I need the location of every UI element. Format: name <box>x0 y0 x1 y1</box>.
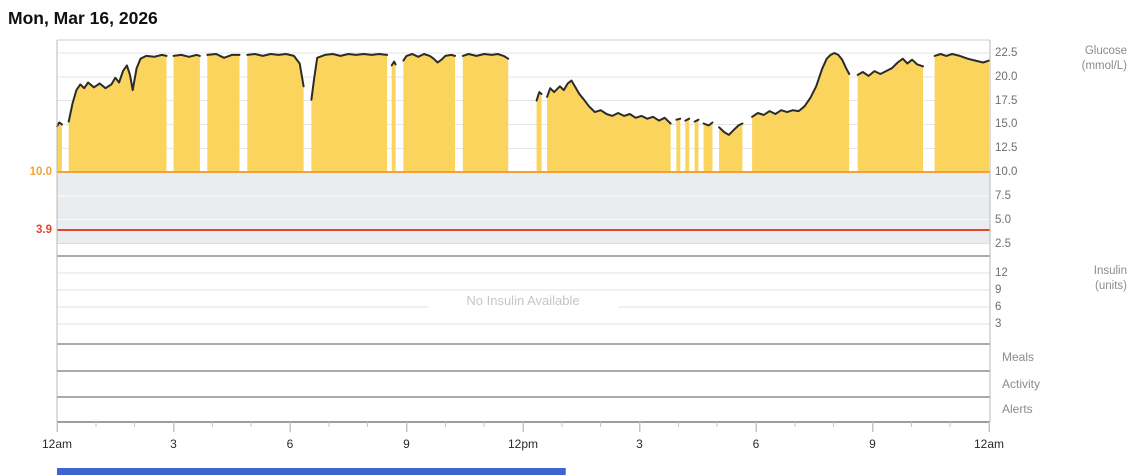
glucose-trace-segment <box>56 121 63 128</box>
glucose-area-segment <box>857 58 923 173</box>
x-axis-tick-label: 9 <box>403 437 410 451</box>
glucose-area-segment <box>703 122 713 173</box>
no-insulin-message: No Insulin Available <box>428 293 618 309</box>
glucose-trace-segment <box>751 52 851 118</box>
glucose-area-segment <box>694 119 699 173</box>
glucose-trace-segment <box>310 53 389 101</box>
glucose-area-segment <box>173 54 200 173</box>
glucose-area-segment <box>676 118 681 173</box>
glucose-area-segment <box>391 61 396 173</box>
page-title: Mon, Mar 16, 2026 <box>8 8 158 28</box>
glucose-area-segment <box>403 54 455 173</box>
glucose-trace-segment <box>718 122 744 136</box>
glucose-area-segment <box>685 118 690 173</box>
glucose-axis-tick-label: 7.5 <box>995 189 1011 202</box>
glucose-axis-tick-label: 5.0 <box>995 213 1011 226</box>
glucose-trace-segment <box>933 53 990 64</box>
glucose-axis-tick-label: 17.5 <box>995 94 1018 107</box>
glucose-trace-segment <box>172 53 201 58</box>
glucose-area-segment <box>719 123 743 173</box>
x-axis-tick-label: 6 <box>286 437 294 451</box>
glucose-area-segment <box>57 122 62 173</box>
glucose-axis-tick-label: 15.0 <box>995 118 1018 131</box>
low-threshold-label: 3.9 <box>36 224 52 237</box>
alerts-row-label: Alerts <box>1002 402 1033 416</box>
x-axis-tick-label: 3 <box>636 437 643 451</box>
x-axis-tick-label: 9 <box>869 437 876 451</box>
insulin-axis-title: Insulin (units) <box>1093 265 1127 292</box>
activity-row-label: Activity <box>1002 377 1041 391</box>
x-axis-tick-label: 12am <box>973 437 1005 451</box>
glucose-axis-tick-label: 10.0 <box>995 166 1018 179</box>
meals-row-label: Meals <box>1002 350 1035 364</box>
glucose-trace-segment <box>246 53 305 88</box>
glucose-trace-segment <box>461 53 510 60</box>
insulin-axis-tick-label: 6 <box>995 301 1002 313</box>
glucose-area-segment <box>462 54 509 173</box>
glucose-axis-tick-label: 20.0 <box>995 70 1018 83</box>
glucose-area-segment <box>311 54 388 173</box>
glucose-area-segment <box>536 92 542 173</box>
x-axis-tick-label: 12am <box>41 437 73 451</box>
glucose-area-segment <box>934 54 989 173</box>
glucose-trace-segment <box>67 53 168 123</box>
timeline-scrollbar[interactable] <box>57 468 566 475</box>
glucose-trace-segment <box>675 117 682 121</box>
glucose-axis-tick-label: 12.5 <box>995 142 1018 155</box>
insulin-axis-tick-label: 12 <box>995 267 1008 279</box>
glucose-axis-tick-label: 22.5 <box>995 47 1018 59</box>
glucose-area-segment <box>547 80 671 173</box>
x-axis-tick-label: 3 <box>170 437 177 451</box>
glucose-axis-title: Glucose (mmol/L) <box>1081 45 1127 72</box>
glucose-area-segment <box>207 54 240 173</box>
glucose-trace-segment <box>535 91 543 102</box>
glucose-trace-segment <box>402 53 456 64</box>
glucose-trace-segment <box>856 57 924 77</box>
glucose-trace-segment <box>206 53 241 59</box>
glucose-trace-segment <box>702 121 714 127</box>
glucose-area-segment <box>247 54 304 173</box>
insulin-axis-tick-label: 3 <box>995 318 1002 330</box>
high-threshold-label: 10.0 <box>29 166 52 179</box>
insulin-axis-tick-label: 9 <box>995 284 1002 296</box>
glucose-trace-segment <box>684 117 691 122</box>
x-axis-tick-label: 12pm <box>507 437 539 451</box>
glucose-trace-segment <box>693 118 700 123</box>
glucose-area-segment <box>68 54 167 173</box>
glucose-area-segment <box>752 53 850 173</box>
glucose-axis-tick-label: 2.5 <box>995 237 1011 250</box>
glucose-trace-segment <box>546 79 672 125</box>
x-axis-tick-label: 6 <box>752 437 760 451</box>
target-range-band <box>57 172 990 244</box>
glucose-trace-segment <box>390 60 397 67</box>
